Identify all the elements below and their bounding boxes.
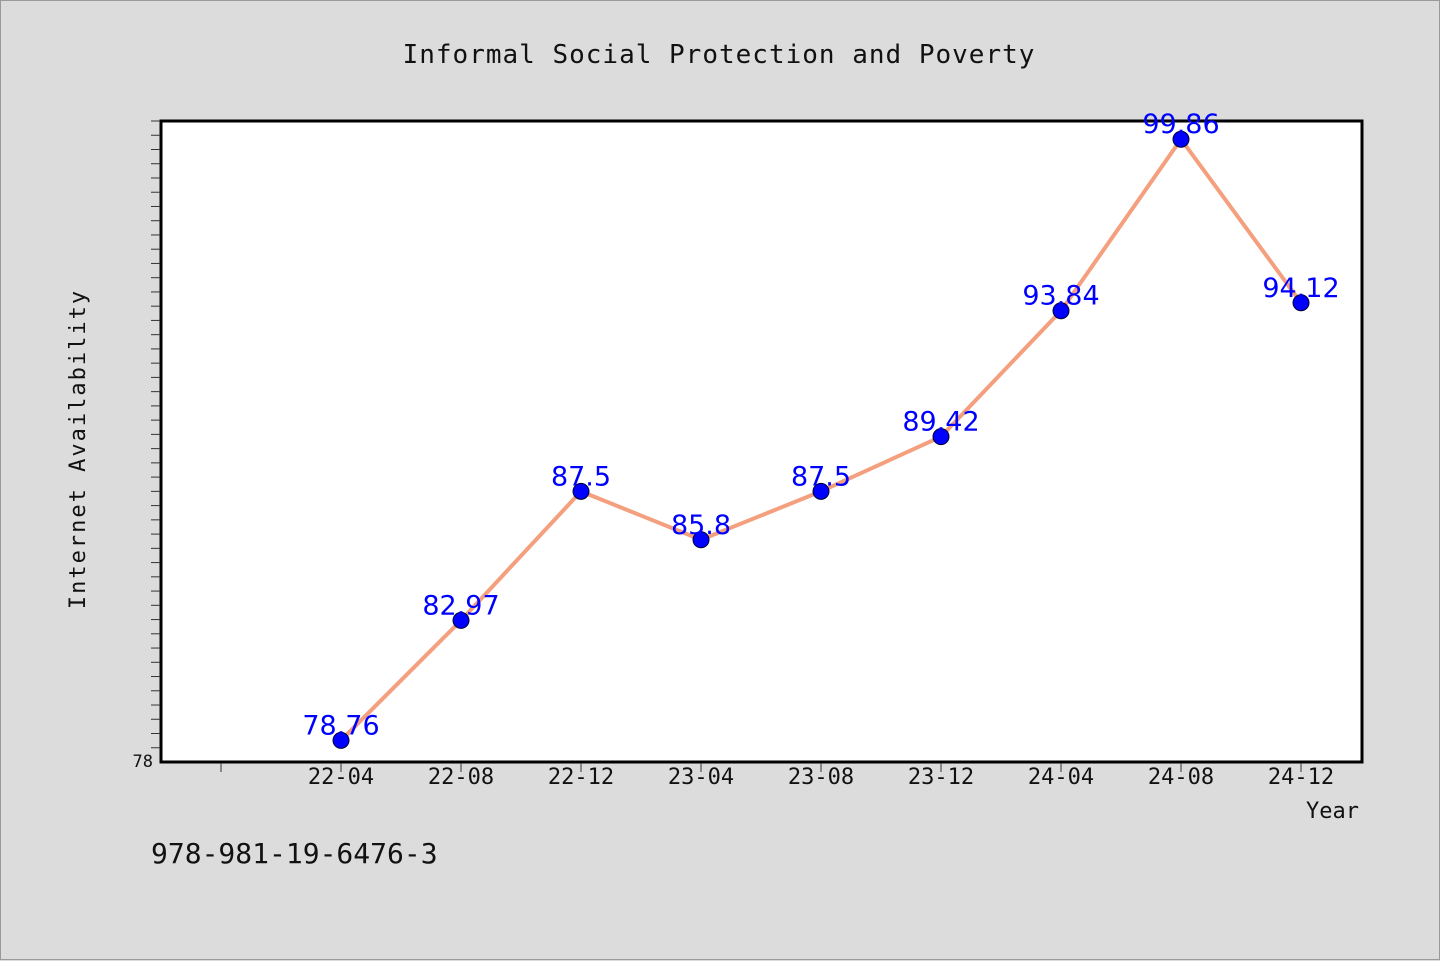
x-axis-ticks: 22-04 22-08 22-12 23-04 23-08 23-12 24-04 24-08…	[220, 763, 1334, 790]
x-tick-label: 24-08	[1148, 765, 1214, 790]
series-group: 78.76 82.97 87.5 85.8 87.5 89.42 93.84 99.86 94.…	[302, 109, 1340, 749]
isbn-footer: 978-981-19-6476-3	[151, 837, 438, 870]
data-point-marker	[452, 611, 470, 629]
data-label: 94.12	[1262, 273, 1339, 304]
x-tick-label: 24-12	[1268, 765, 1334, 790]
data-label: 82.97	[422, 590, 499, 621]
data-label: 85.8	[671, 510, 731, 541]
data-point-marker	[812, 482, 830, 500]
chart-title: Informal Social Protection and Poverty	[403, 40, 1036, 70]
y-axis-ticks	[151, 120, 160, 749]
data-label: 87.5	[791, 461, 851, 492]
plot-area	[159, 119, 1364, 764]
x-tick-label: 24-04	[1028, 765, 1094, 790]
x-tick-label: 23-12	[908, 765, 974, 790]
x-tick-label: 23-04	[668, 765, 734, 790]
y-axis-label: Internet Availability	[66, 289, 91, 609]
data-label: 87.5	[551, 461, 611, 492]
x-axis-label: Year	[1306, 799, 1359, 824]
y-tick-label: 78	[133, 752, 153, 772]
data-label: 99.86	[1142, 109, 1219, 140]
data-point-marker	[932, 428, 950, 446]
data-point-marker	[572, 482, 590, 500]
data-point-marker	[1052, 302, 1070, 320]
data-point-marker	[332, 731, 350, 749]
data-label: 89.42	[902, 407, 979, 438]
data-label: 78.76	[302, 710, 379, 741]
data-label: 93.84	[1022, 281, 1099, 312]
data-point-marker	[692, 531, 710, 549]
x-tick-label: 23-08	[788, 765, 854, 790]
data-point-marker	[1172, 130, 1190, 148]
data-point-marker	[1292, 294, 1310, 312]
x-tick-label: 22-04	[308, 765, 374, 790]
x-tick-label: 22-12	[548, 765, 614, 790]
x-tick-label: 22-08	[428, 765, 494, 790]
